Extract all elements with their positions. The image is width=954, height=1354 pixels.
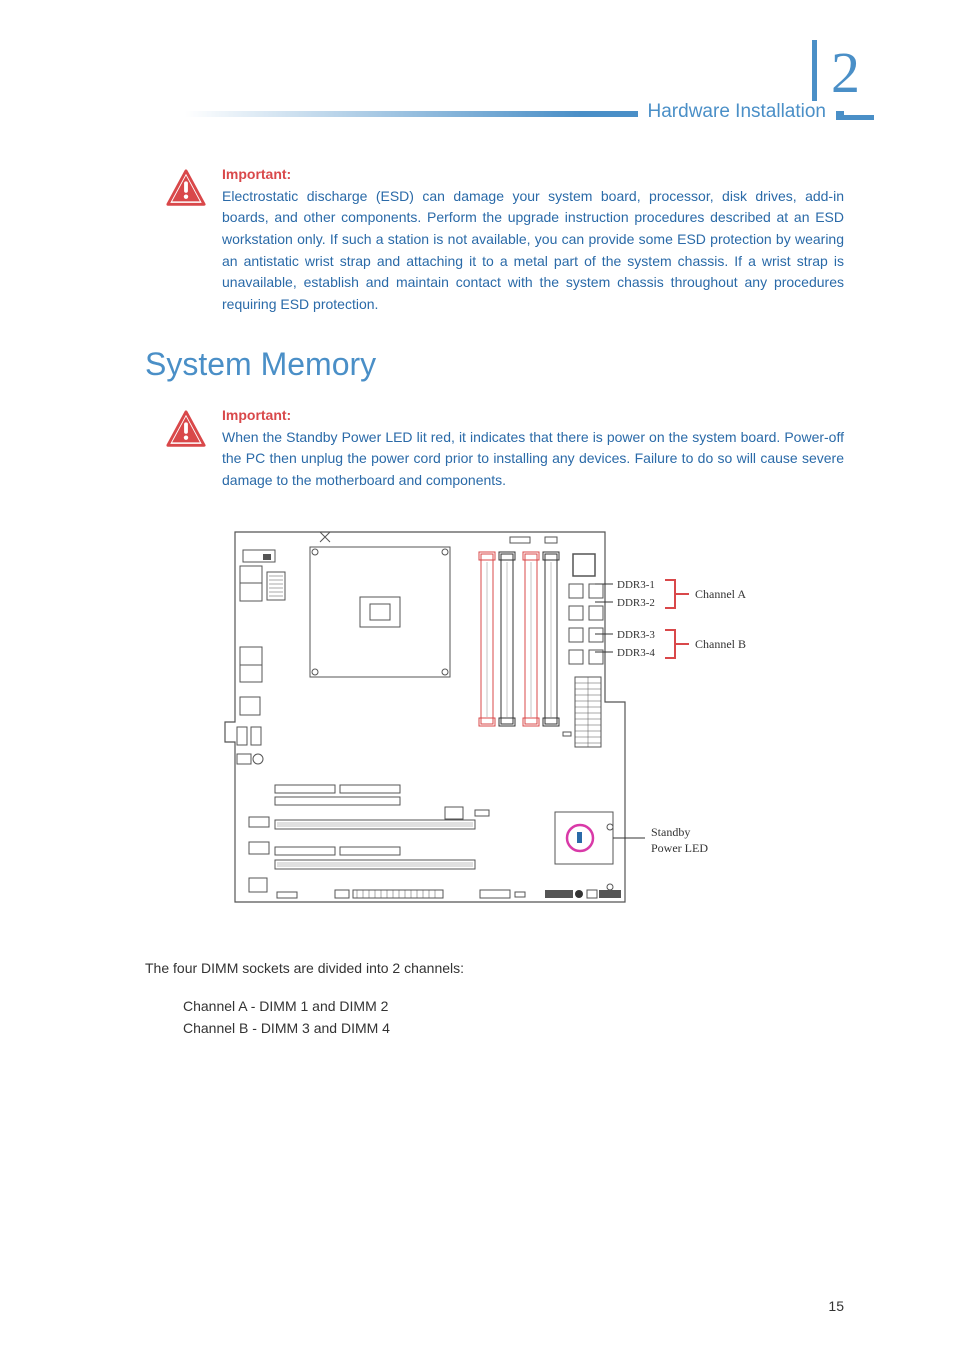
page-content: Hardware Installation Important: Electro…: [0, 0, 954, 1080]
section-title: Hardware Installation: [638, 101, 836, 123]
channel-a-text: Channel A - DIMM 1 and DIMM 2: [183, 995, 844, 1017]
section-heading: System Memory: [145, 346, 844, 383]
power-warning-callout: Important: When the Standby Power LED li…: [165, 405, 844, 492]
callout-heading: Important:: [222, 166, 291, 182]
callout-heading: Important:: [222, 407, 291, 423]
standby-led-label-2: Power LED: [651, 841, 708, 855]
dimm-intro-text: The four DIMM sockets are divided into 2…: [145, 957, 844, 979]
channel-list: Channel A - DIMM 1 and DIMM 2 Channel B …: [183, 995, 844, 1040]
warning-icon: [165, 409, 207, 451]
callout-body: Important: When the Standby Power LED li…: [222, 405, 844, 492]
channel-b-label: Channel B: [695, 637, 746, 651]
page-number: 15: [828, 1298, 844, 1314]
warning-icon: [165, 168, 207, 210]
callout-text: When the Standby Power LED lit red, it i…: [222, 429, 844, 488]
channel-a-label: Channel A: [695, 587, 746, 601]
ddr3-3-label: DDR3-3: [617, 629, 655, 641]
motherboard-diagram: DDR3-1 DDR3-2 DDR3-3 DDR3-4 Channel A Ch…: [215, 522, 775, 927]
channel-b-text: Channel B - DIMM 3 and DIMM 4: [183, 1017, 844, 1039]
standby-led-label-1: Standby: [651, 825, 690, 839]
callout-text: Electrostatic discharge (ESD) can damage…: [222, 188, 844, 312]
ddr3-4-label: DDR3-4: [617, 647, 655, 659]
esd-warning-callout: Important: Electrostatic discharge (ESD)…: [165, 164, 844, 316]
ddr3-2-label: DDR3-2: [617, 597, 655, 609]
header-bar: Hardware Installation: [145, 95, 844, 129]
callout-body: Important: Electrostatic discharge (ESD)…: [222, 164, 844, 316]
ddr3-1-label: DDR3-1: [617, 579, 655, 591]
